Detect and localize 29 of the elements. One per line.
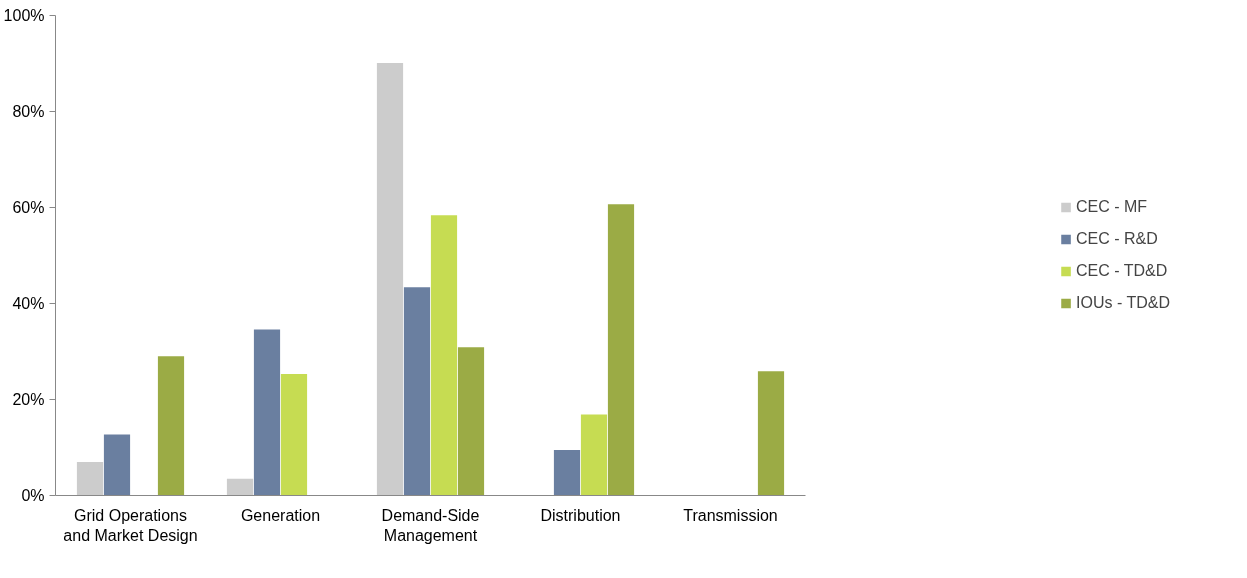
- legend-label: CEC - TD&D: [1076, 262, 1168, 280]
- y-tick-label: 0%: [21, 487, 45, 504]
- bar: [226, 478, 254, 496]
- bar: [376, 63, 404, 496]
- bar: [76, 461, 104, 496]
- x-tick-label: Grid Operations and Market Design: [63, 506, 198, 544]
- bar: [103, 434, 131, 496]
- bar: [403, 287, 431, 496]
- legend-label: CEC - MF: [1076, 198, 1148, 216]
- bar: [280, 374, 308, 496]
- y-tick-label: 40%: [12, 295, 45, 312]
- bar: [580, 414, 608, 496]
- bar: [157, 356, 185, 496]
- bar: [430, 215, 458, 496]
- y-tick-label: 80%: [12, 103, 45, 120]
- y-tick-label: 100%: [3, 7, 45, 24]
- x-tick-label: Distribution: [540, 506, 621, 524]
- bar: [457, 347, 485, 496]
- bar: [253, 329, 281, 496]
- bar: [607, 204, 635, 496]
- bar: [553, 449, 581, 496]
- x-tick-label: Demand-Side Management: [381, 506, 480, 544]
- x-tick-label: Transmission: [683, 506, 778, 524]
- legend-label: IOUs - TD&D: [1076, 294, 1170, 312]
- y-tick-label: 20%: [12, 391, 45, 408]
- x-tick-label: Generation: [240, 506, 321, 524]
- legend-label: CEC - R&D: [1076, 230, 1158, 248]
- bar: [757, 371, 785, 496]
- y-tick-label: 60%: [12, 199, 45, 216]
